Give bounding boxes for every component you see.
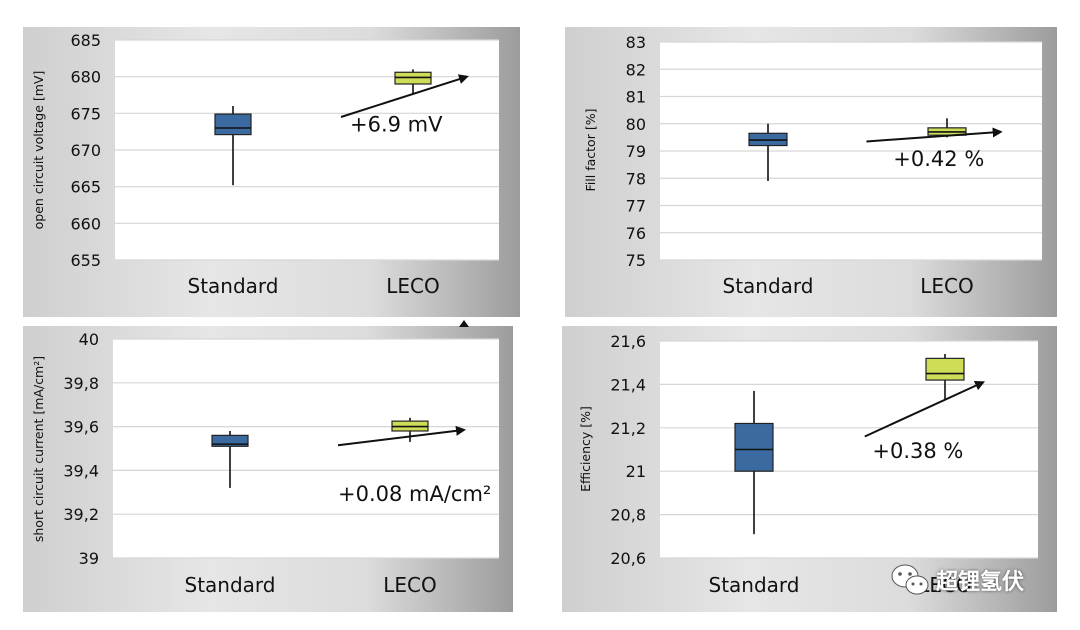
y-tick-label: 21,6 (610, 332, 646, 351)
y-tick-label: 670 (70, 141, 101, 160)
x-category-label: Standard (709, 573, 800, 597)
y-tick-label: 80 (626, 115, 646, 134)
annotation-label: +0.42 % (893, 147, 984, 171)
watermark: 超锂氢伏 (890, 560, 1024, 600)
trend-arrow (340, 74, 469, 118)
chart-panel-voc: 655 660 665 670 675 680 685 open circuit voltag… (23, 27, 520, 317)
y-tick-label: 660 (70, 214, 101, 233)
annotation-label: +0.08 mA/cm² (338, 482, 491, 506)
chart-eff: 20,6 20,8 21 21,2 21,4 21,6 Efficiency [%] Stan… (578, 332, 1038, 597)
y-axis-label: open circuit voltage [mV] (31, 71, 46, 230)
x-category-label: LECO (386, 274, 440, 298)
box (734, 422, 774, 472)
trend-arrow (337, 425, 466, 447)
y-tick-label: 82 (626, 60, 646, 79)
y-tick-label: 83 (626, 33, 646, 52)
y-axis-label: Fill factor [%] (583, 109, 598, 192)
y-tick-label: 39,2 (63, 505, 99, 524)
chart-voc: 655 660 665 670 675 680 685 open circuit voltag… (31, 31, 499, 298)
y-tick-label: 665 (70, 178, 101, 197)
y-tick-label: 21,2 (610, 419, 646, 438)
y-tick-label: 21,4 (610, 375, 646, 394)
y-tick-label: 21 (626, 462, 646, 481)
y-tick-label: 79 (626, 142, 646, 161)
x-category-label: Standard (185, 573, 276, 597)
y-tick-label: 39,4 (63, 461, 99, 480)
y-tick-label: 39 (79, 549, 99, 568)
x-category-label: LECO (383, 573, 437, 597)
y-tick-label: 40 (79, 330, 99, 349)
y-tick-label: 685 (70, 31, 101, 50)
chart-panel-isc: 39 39,2 39,4 39,6 39,8 40 short circuit curren… (23, 326, 513, 612)
y-tick-label: 20,8 (610, 506, 646, 525)
y-tick-label: 77 (626, 197, 646, 216)
x-category-label: LECO (920, 274, 974, 298)
y-tick-label: 75 (626, 251, 646, 270)
annotation-label: +0.38 % (872, 439, 963, 463)
x-category-label: Standard (723, 274, 814, 298)
box (211, 434, 249, 447)
watermark-text: 超锂氢伏 (936, 570, 1025, 595)
annotation-label: +6.9 mV (350, 113, 443, 137)
y-tick-label: 20,6 (610, 549, 646, 568)
chart-panel-eff: 20,6 20,8 21 21,2 21,4 21,6 Efficiency [%] Stan… (562, 326, 1057, 612)
y-axis-label: short circuit current [mA/cm²] (31, 356, 46, 542)
y-tick-label: 76 (626, 224, 646, 243)
y-tick-label: 81 (626, 88, 646, 107)
trend-arrow (866, 127, 1003, 143)
y-tick-label: 675 (70, 104, 101, 123)
box (214, 113, 252, 136)
plot-area (660, 341, 1038, 558)
y-tick-label: 39,6 (63, 418, 99, 437)
chart-ff: 75 76 77 78 79 80 81 82 83 Fill factor [%] Standar… (583, 33, 1042, 298)
marker-triangle (459, 320, 469, 327)
y-tick-label: 78 (626, 169, 646, 188)
y-tick-label: 655 (70, 251, 101, 270)
y-axis-label: Efficiency [%] (578, 406, 593, 492)
box (925, 357, 965, 381)
y-tick-label: 680 (70, 68, 101, 87)
plot-area (113, 339, 499, 558)
wechat-icon (891, 564, 929, 595)
y-tick-label: 39,8 (63, 374, 99, 393)
x-category-label: Standard (188, 274, 279, 298)
chart-panel-ff: 75 76 77 78 79 80 81 82 83 Fill factor [%] Standar… (565, 27, 1057, 317)
chart-isc: 39 39,2 39,4 39,6 39,8 40 short circuit curren… (31, 330, 499, 597)
trend-arrow (864, 381, 986, 438)
